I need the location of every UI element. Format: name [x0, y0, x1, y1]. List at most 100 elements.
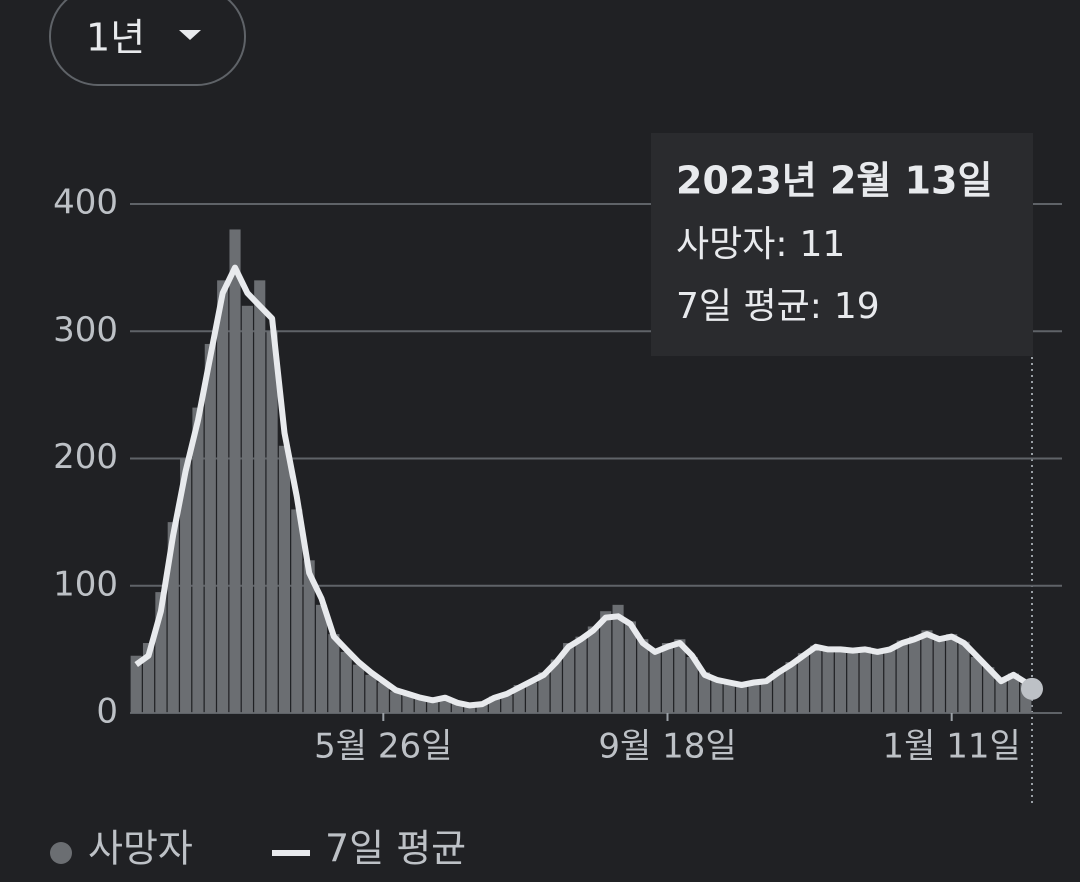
y-tick-label: 0 — [96, 692, 118, 732]
bar — [538, 672, 550, 713]
tooltip-value: 11 — [800, 224, 846, 265]
bar — [526, 682, 538, 713]
bar — [612, 604, 624, 713]
bar — [142, 643, 155, 713]
bar — [785, 662, 797, 713]
y-tick-label: 400 — [53, 183, 118, 223]
bar — [699, 672, 711, 713]
bar — [686, 657, 698, 713]
bar — [859, 646, 871, 713]
bar — [834, 646, 847, 713]
bar — [229, 229, 241, 713]
bar — [328, 634, 340, 713]
y-tick-label: 300 — [53, 310, 118, 350]
bar — [575, 636, 587, 713]
x-tick-label: 1월 11일 — [883, 727, 1021, 767]
bar — [871, 653, 884, 713]
bar — [736, 683, 748, 713]
bar — [427, 701, 439, 713]
bar — [1020, 683, 1032, 713]
bar — [167, 522, 179, 713]
bar — [760, 679, 772, 713]
bar — [402, 692, 414, 713]
hover-dot — [1021, 677, 1043, 700]
average-line — [134, 264, 1028, 709]
bar — [649, 649, 661, 713]
tooltip-label: 사망자: — [676, 224, 788, 265]
bar — [340, 651, 352, 713]
bar — [1007, 673, 1020, 713]
tooltip-value: 19 — [834, 286, 880, 327]
bar — [958, 641, 970, 713]
bar — [414, 699, 426, 713]
bar — [266, 331, 278, 713]
bar — [921, 630, 933, 713]
bar — [797, 653, 809, 713]
bar — [254, 280, 266, 713]
bar — [439, 696, 451, 713]
bar — [451, 701, 463, 713]
bar — [970, 657, 982, 713]
bar — [933, 636, 945, 713]
bar — [155, 592, 167, 713]
bar — [390, 691, 402, 713]
tooltip — [651, 133, 1033, 356]
x-tick-label: 5월 26일 — [314, 727, 452, 767]
bar — [847, 649, 859, 713]
bar — [773, 671, 785, 713]
bar — [674, 639, 686, 713]
bar — [810, 645, 822, 713]
y-tick-label: 200 — [53, 437, 118, 477]
bar — [909, 636, 921, 713]
bar — [884, 648, 896, 713]
range-dropdown[interactable] — [49, 0, 246, 86]
bar — [278, 445, 291, 713]
bar — [624, 621, 636, 713]
bar — [723, 681, 735, 713]
plot-area: 0 100 200 300 400 5월 26일 9월 18일 1월 11일 — [53, 183, 1062, 767]
bar — [241, 305, 253, 713]
bar — [204, 343, 216, 713]
legend: 사망자 7일 평균 — [50, 827, 466, 871]
x-tick-label: 9월 18일 — [598, 727, 736, 767]
bar — [637, 639, 649, 713]
bar — [600, 611, 612, 713]
tooltip-date: 2023년 2월 13일 — [676, 159, 992, 203]
bar — [501, 695, 513, 713]
bar — [748, 681, 760, 713]
bar — [983, 667, 995, 713]
bar — [464, 705, 476, 713]
bar — [130, 655, 142, 713]
legend-label: 7일 평균 — [325, 827, 466, 871]
bar — [353, 664, 365, 713]
bar — [563, 643, 575, 713]
y-tick-label: 100 — [53, 564, 118, 604]
bar — [476, 702, 488, 713]
range-label[interactable]: 1년 — [86, 16, 145, 60]
bar — [995, 679, 1007, 713]
bar — [291, 509, 303, 713]
bar — [587, 626, 599, 713]
dropdown-arrow[interactable] — [179, 30, 201, 40]
bar — [365, 674, 377, 713]
bar — [315, 604, 328, 713]
bar — [661, 643, 674, 713]
bar — [513, 685, 525, 713]
bar — [303, 560, 315, 713]
tooltip-row: 7일 평균: 19 — [676, 286, 880, 327]
tooltip-row: 사망자: 11 — [676, 224, 845, 265]
bar — [192, 407, 204, 713]
bar — [488, 696, 501, 713]
bar — [377, 682, 389, 713]
tooltip-label: 7일 평균: — [676, 286, 822, 327]
legend-label: 사망자 — [88, 827, 193, 871]
bar — [896, 640, 908, 713]
bar — [180, 458, 192, 713]
bar — [217, 280, 229, 713]
bar — [822, 648, 834, 713]
bar — [550, 659, 562, 713]
bar — [946, 634, 958, 713]
bar — [711, 678, 723, 713]
